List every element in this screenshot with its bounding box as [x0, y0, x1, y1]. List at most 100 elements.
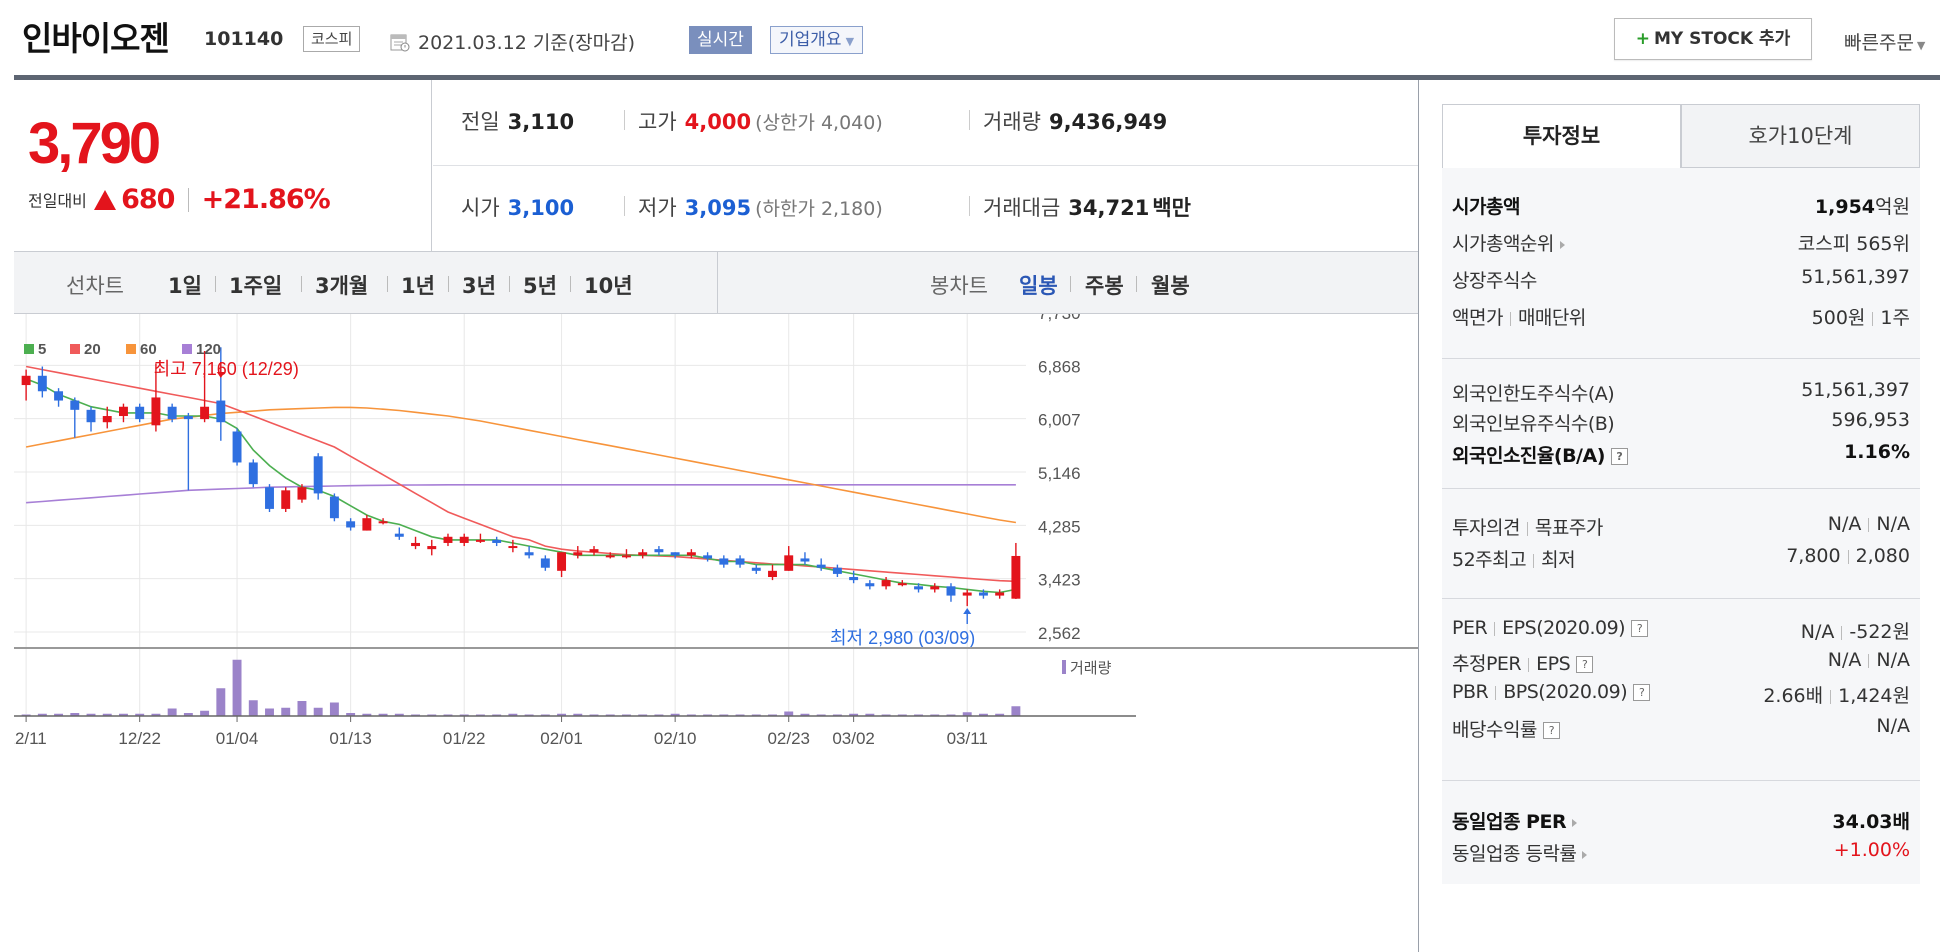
divider [1494, 621, 1496, 636]
est-per-row: 추정PER EPS? N/A N/A [1442, 643, 1920, 681]
x-tick-label: 02/10 [654, 729, 697, 748]
sector-change-link[interactable]: 동일업종 등락률 [1452, 839, 1588, 866]
high52-label: 52주최고 [1452, 549, 1527, 571]
candle-body [362, 518, 372, 531]
sector-change-value: +1.00% [1833, 839, 1910, 861]
high52-value: 7,800 [1786, 545, 1841, 567]
candle-chart-label: 봉차트 [930, 274, 988, 298]
candle-body [881, 580, 891, 587]
volume-bar [248, 700, 258, 716]
y-tick-label: 7,730 [1038, 314, 1081, 323]
sector-per-row: 동일업종 PER 34.03배 [1442, 801, 1920, 839]
market-cap-rank-label: 시가총액순위 [1452, 233, 1554, 255]
week52-values: 7,800 2,080 [1786, 545, 1910, 567]
company-info-dropdown[interactable]: 기업개요 ▼ [770, 26, 864, 54]
tab-5year[interactable]: 5년 [523, 274, 557, 298]
volume-bar [119, 713, 128, 716]
candle-body [492, 539, 502, 543]
trade-value: 거래대금 34,721 백만 [969, 192, 1191, 222]
help-icon[interactable]: ? [1631, 620, 1649, 637]
est-eps-label: EPS [1536, 653, 1571, 675]
price-chart[interactable]: 7,730 6,868 6,007 5,146 4,285 3,423 2,562 5 20 60… [14, 314, 1418, 952]
candle-body [70, 400, 80, 410]
volume-bar [313, 707, 323, 716]
est-per-value: N/A [1827, 649, 1862, 671]
candle-body [21, 375, 31, 386]
market-cap-rank-link[interactable]: 시가총액순위 [1452, 229, 1565, 256]
pbr-row: PBR BPS(2020.09)? 2.66배 1,424원 [1442, 675, 1920, 713]
par-value-row: 액면가 매매단위 500원 1주 [1442, 297, 1920, 335]
y-tick-label: 6,007 [1038, 411, 1081, 430]
chart-canvas[interactable]: 7,730 6,868 6,007 5,146 4,285 3,423 2,562 5 20 60… [14, 314, 1418, 952]
info-tabs: 투자정보 호가10단계 [1442, 104, 1920, 168]
help-icon[interactable]: ? [1542, 722, 1560, 739]
tab-1year[interactable]: 1년 [401, 274, 435, 298]
help-icon[interactable]: ? [1610, 448, 1628, 465]
help-icon[interactable]: ? [1576, 656, 1594, 673]
legend-swatch-5 [24, 344, 34, 354]
high-value: 4,000 [684, 110, 752, 134]
tab-3year[interactable]: 3년 [462, 274, 496, 298]
tab-divider [387, 276, 388, 292]
my-stock-add-button[interactable]: + MY STOCK 추가 [1614, 18, 1812, 60]
tab-10year[interactable]: 10년 [584, 274, 633, 298]
volume-bar [281, 707, 291, 716]
x-tick-label: 02/23 [767, 729, 810, 748]
week52-label-group: 52주최고 최저 [1452, 545, 1576, 572]
candle-body [849, 577, 859, 581]
x-tick-label: 12/22 [118, 729, 161, 748]
legend-swatch-120 [182, 344, 192, 354]
tab-investment-info[interactable]: 투자정보 [1442, 104, 1681, 168]
candle-body [719, 558, 729, 565]
eps-value: -522원 [1849, 621, 1910, 643]
opinion-label-group: 투자의견 목표주가 [1452, 513, 1603, 540]
tab-divider [1136, 276, 1137, 292]
y-tick-label: 5,146 [1038, 464, 1081, 483]
candle-body [329, 496, 339, 519]
tab-1day[interactable]: 1일 [168, 274, 202, 298]
foreign-hold-row: 외국인보유주식수(B) 596,953 [1442, 403, 1920, 441]
volume-bar [378, 713, 388, 716]
low-label: 저가 [638, 196, 677, 220]
tab-weekly[interactable]: 주봉 [1085, 274, 1124, 298]
sector-per-link[interactable]: 동일업종 PER [1452, 807, 1578, 834]
opinion-value: N/A [1827, 513, 1862, 535]
tab-orderbook-10[interactable]: 호가10단계 [1681, 104, 1920, 168]
my-stock-label: MY STOCK 추가 [1653, 29, 1791, 49]
market-cap-value: 1,954억원 [1815, 192, 1910, 219]
candle-body [995, 592, 1005, 596]
low52-value: 2,080 [1855, 545, 1910, 567]
tab-1week[interactable]: 1주일 [229, 274, 283, 298]
bps-label: BPS(2020.09) [1503, 681, 1628, 703]
listed-shares-value: 51,561,397 [1801, 266, 1910, 288]
open-price: 시가 3,100 [461, 192, 574, 222]
help-icon[interactable]: ? [1633, 684, 1651, 701]
quick-order-dropdown[interactable]: 빠른주문 ▼ [1844, 28, 1925, 55]
moving-average-20 [25, 365, 1016, 583]
legend-label-60: 60 [140, 341, 157, 358]
est-per-label: 추정PER [1452, 653, 1522, 675]
volume-value: 9,436,949 [1048, 110, 1168, 134]
est-per-label-group: 추정PER EPS? [1452, 649, 1594, 676]
candle-body [816, 564, 826, 568]
volume-bar [995, 713, 1005, 716]
volume-bar [573, 713, 583, 716]
candle-body [703, 555, 713, 559]
tab-monthly[interactable]: 월봉 [1151, 274, 1190, 298]
divider [1872, 311, 1874, 326]
volume-bar [962, 712, 972, 716]
moving-average-120 [26, 484, 1016, 504]
opinion-section: 투자의견 목표주가 N/A N/A 52주최고 최저 7,800 2,080 [1442, 488, 1920, 576]
y-tick-label: 3,423 [1038, 571, 1081, 590]
quick-order-label: 빠른주문 [1844, 32, 1914, 54]
tab-3month[interactable]: 3개월 [315, 274, 369, 298]
stock-code: 101140 [204, 28, 284, 50]
low-price: 저가 3,095 (하한가 2,180) [624, 192, 883, 222]
candle-body [930, 586, 940, 590]
realtime-button[interactable]: 실시간 [689, 26, 752, 54]
par-value-label: 액면가 [1452, 307, 1503, 329]
market-cap-unit: 억원 [1875, 196, 1910, 218]
par-value: 500원 [1811, 307, 1866, 329]
candle-body [37, 375, 47, 392]
tab-daily[interactable]: 일봉 [1019, 274, 1058, 298]
